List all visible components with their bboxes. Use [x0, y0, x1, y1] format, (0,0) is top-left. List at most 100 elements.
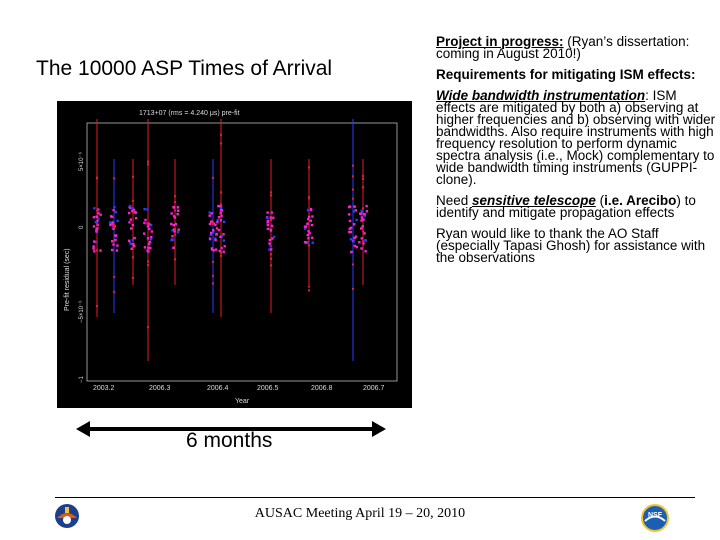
- toa-point: [110, 222, 113, 226]
- toa-outlier: [270, 191, 272, 194]
- toa-point: [214, 248, 218, 251]
- toa-point: [270, 211, 273, 214]
- toa-outlier: [147, 326, 149, 329]
- toa-point: [127, 239, 131, 242]
- toa-point: [217, 204, 220, 208]
- toa-point: [354, 235, 358, 238]
- toa-point: [349, 226, 353, 230]
- toa-point: [311, 236, 314, 239]
- toa-point: [216, 220, 219, 224]
- toa-outlier: [220, 254, 222, 257]
- toa-point: [266, 227, 270, 231]
- toa-point: [92, 225, 96, 228]
- toa-point: [350, 250, 353, 254]
- toa-point: [95, 230, 98, 233]
- toa-point: [93, 250, 96, 253]
- toa-point: [353, 205, 356, 208]
- toa-point: [143, 246, 147, 249]
- toa-outlier: [113, 223, 115, 226]
- toa-point: [358, 241, 361, 244]
- toa-point: [360, 237, 363, 240]
- toa-point: [223, 245, 226, 248]
- toa-point: [306, 222, 309, 225]
- toa-point: [94, 220, 98, 224]
- toa-point: [355, 218, 358, 222]
- telescope-ie: i.e. Arecibo: [604, 193, 677, 208]
- toa-point: [210, 231, 213, 235]
- toa-outlier: [96, 223, 98, 226]
- toa-outlier: [362, 174, 364, 177]
- toa-point: [114, 210, 118, 214]
- toa-point: [306, 233, 309, 237]
- toa-point: [96, 227, 99, 230]
- toa-point: [217, 216, 221, 219]
- toa-point: [306, 241, 310, 244]
- arrow-caption: 6 months: [186, 429, 273, 452]
- slide-title: The 10000 ASP Times of Arrival: [36, 57, 333, 80]
- toa-point: [365, 210, 369, 213]
- toa-point: [114, 238, 117, 242]
- toa-outlier: [352, 287, 354, 290]
- paragraph-bandwidth: Wide bandwidth instrumentation: ISM effe…: [436, 88, 716, 187]
- toa-point: [303, 240, 307, 244]
- toa-point: [348, 219, 352, 223]
- toa-point: [269, 228, 272, 231]
- toa-point: [92, 247, 95, 250]
- toa-point: [216, 218, 219, 222]
- paragraph-project: Project in progress: (Ryan’s dissertatio…: [436, 35, 716, 61]
- toa-point: [209, 233, 213, 237]
- toa-point: [146, 208, 149, 211]
- toa-point: [220, 207, 223, 210]
- plot-frame: [86, 122, 398, 382]
- toa-point: [219, 235, 222, 239]
- toa-point: [365, 204, 368, 208]
- telescope-text: ) to identify and mitigate propagation e…: [436, 193, 696, 220]
- toa-outlier: [174, 258, 176, 261]
- toa-outlier: [96, 209, 98, 212]
- toa-point: [347, 213, 351, 216]
- toa-outlier: [270, 253, 272, 256]
- toa-point: [306, 217, 310, 221]
- toa-point: [148, 227, 151, 231]
- toa-point: [214, 223, 217, 227]
- toa-point: [171, 235, 174, 238]
- toa-outlier: [352, 175, 354, 178]
- toa-point: [219, 204, 222, 208]
- toa-point: [266, 211, 269, 214]
- toa-point: [131, 209, 134, 213]
- toa-point: [208, 214, 211, 217]
- toa-point: [150, 230, 153, 233]
- toa-point: [172, 206, 176, 209]
- toa-point: [131, 223, 135, 227]
- toa-point: [148, 222, 151, 226]
- toa-point: [304, 227, 307, 231]
- toa-outlier: [132, 256, 134, 259]
- bandwidth-colon: :: [645, 88, 649, 103]
- toa-point: [146, 225, 150, 228]
- toa-point: [149, 238, 153, 241]
- toa-outlier: [174, 195, 176, 198]
- toa-outlier: [220, 251, 222, 254]
- toa-outlier: [308, 196, 310, 199]
- toa-point: [111, 221, 114, 224]
- toa-point: [311, 215, 314, 218]
- toa-point: [352, 240, 355, 243]
- nsf-logo-icon: NSF: [640, 503, 670, 538]
- paragraph-telescope: Need sensitive telescope (i.e. Arecibo) …: [436, 193, 716, 220]
- toa-point: [132, 243, 135, 246]
- toa-outlier: [132, 175, 134, 178]
- toa-point: [219, 219, 223, 222]
- toa-point: [176, 213, 179, 216]
- toa-point: [217, 228, 221, 232]
- toa-outlier: [308, 285, 310, 288]
- toa-outlier: [96, 249, 98, 252]
- toa-outlier: [270, 194, 272, 197]
- toa-point: [349, 230, 353, 234]
- toa-point: [131, 207, 135, 210]
- toa-point: [96, 219, 99, 223]
- toa-point: [114, 234, 118, 237]
- toa-point: [212, 229, 215, 232]
- toa-point: [220, 214, 223, 218]
- plot-xtick-4: 2006.5: [257, 385, 279, 392]
- toa-point: [218, 249, 221, 253]
